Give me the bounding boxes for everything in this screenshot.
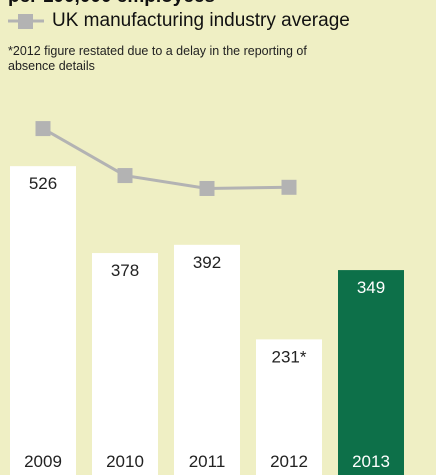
line-point-2012: [281, 179, 297, 195]
x-tick-label-2010: 2010: [106, 452, 144, 471]
x-tick-label-2012: 2012: [270, 452, 308, 471]
bar-value-label-2011: 392: [193, 253, 221, 272]
bar-2010: [92, 253, 158, 475]
bar-2009: [10, 166, 76, 475]
legend-line-marker-icon: [6, 11, 46, 31]
bar-value-label-2013: 349: [357, 278, 385, 297]
line-point-2009: [35, 121, 51, 137]
chart-title: per 100,000 employees: [8, 0, 215, 8]
bar-value-label-2012: 231*: [272, 347, 307, 366]
x-tick-label-2009: 2009: [24, 452, 62, 471]
x-tick-label-2011: 2011: [189, 452, 226, 471]
bar-value-label-2009: 526: [29, 174, 57, 193]
legend: UK manufacturing industry average: [6, 8, 350, 34]
bar-2012: [256, 339, 322, 475]
x-tick-label-2013: 2013: [352, 452, 390, 471]
footnote: *2012 figure restated due to a delay in …: [8, 44, 307, 73]
series-line-uk-average: [42, 127, 290, 190]
legend-area: per 100,000 employees UK manufacturing i…: [0, 0, 436, 40]
legend-label: UK manufacturing industry average: [52, 10, 350, 31]
bar-value-label-2010: 378: [111, 261, 139, 280]
line-point-2011: [199, 180, 215, 196]
bar-2011: [174, 244, 240, 475]
bar-2013: [338, 270, 404, 475]
line-point-2010: [117, 168, 133, 184]
